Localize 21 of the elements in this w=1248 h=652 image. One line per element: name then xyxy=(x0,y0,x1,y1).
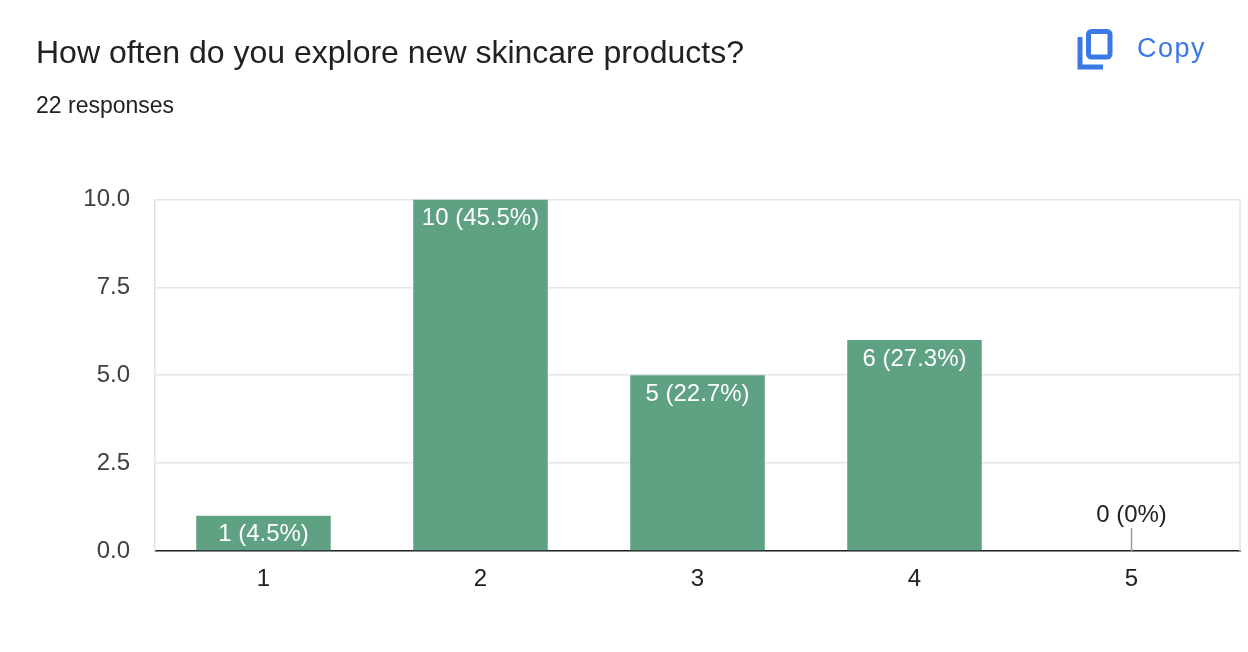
x-tick-label: 2 xyxy=(473,564,488,592)
bar xyxy=(847,340,982,551)
y-tick-label: 5.0 xyxy=(96,359,130,387)
data-label: 1 (4.5%) xyxy=(218,519,309,547)
data-label: 0 (0%) xyxy=(1096,499,1167,527)
bar xyxy=(413,199,548,551)
x-tick-label: 5 xyxy=(1124,564,1139,592)
data-label: 5 (22.7%) xyxy=(645,378,750,406)
text: Copy xyxy=(1137,33,1207,64)
x-tick-label: 1 xyxy=(256,564,271,592)
bar xyxy=(630,375,765,551)
y-tick-label: 2.5 xyxy=(96,447,130,475)
chart-title: How often do you explore new skincare products? xyxy=(36,34,744,71)
y-tick-label: 0.0 xyxy=(96,535,130,563)
data-label: 10 (45.5%) xyxy=(421,203,540,231)
x-tick-label: 4 xyxy=(907,564,922,592)
data-label: 6 (27.3%) xyxy=(862,343,967,371)
y-tick-label: 10.0 xyxy=(83,184,130,212)
chart-subtitle: 22 responses xyxy=(36,92,175,119)
x-tick-label: 3 xyxy=(690,564,705,592)
y-tick-label: 7.5 xyxy=(96,271,130,299)
